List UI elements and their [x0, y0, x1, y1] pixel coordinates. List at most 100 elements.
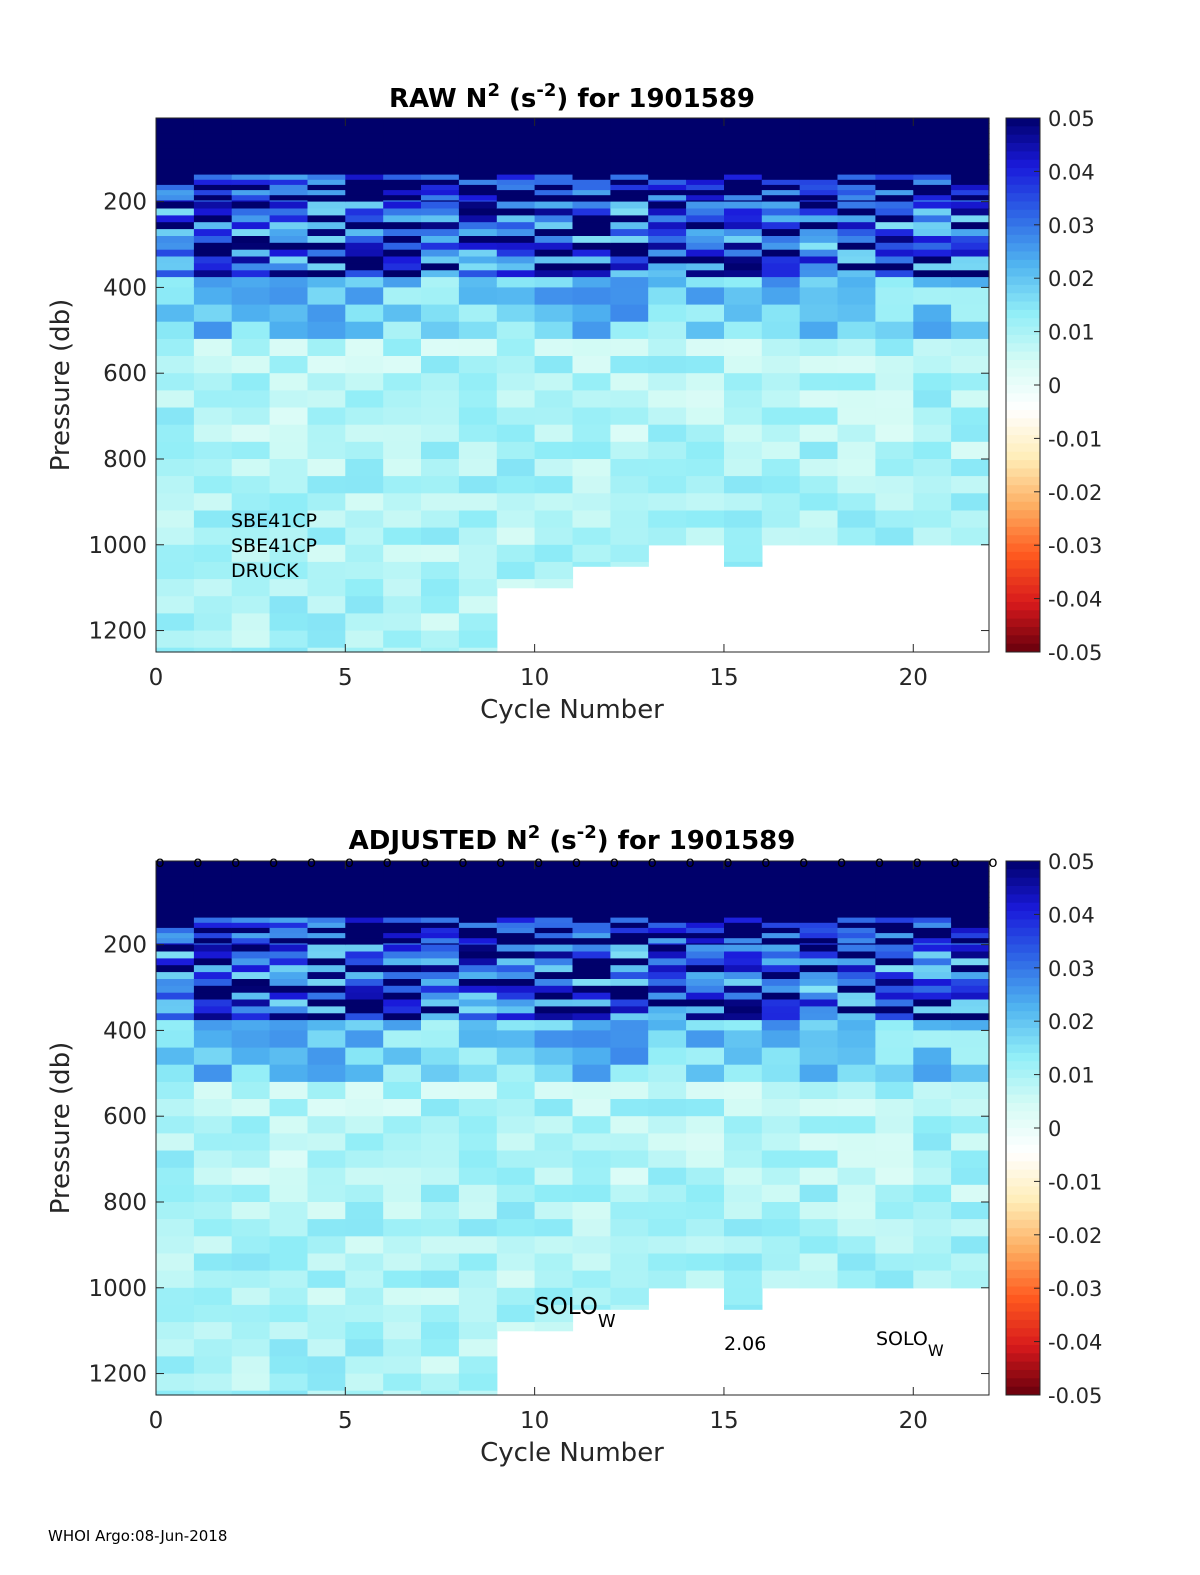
- heatmap-cell: [193, 1304, 233, 1323]
- heatmap-cell: [421, 999, 460, 1007]
- heatmap-cell: [572, 208, 611, 216]
- heatmap-cell: [951, 1020, 990, 1028]
- heatmap-cell: [345, 249, 384, 258]
- heatmap-cell: [345, 1304, 384, 1323]
- heatmap-cell: [875, 886, 914, 893]
- heatmap-cell: [610, 284, 649, 288]
- heatmap-cell: [913, 493, 952, 512]
- heatmap-cell: [345, 459, 384, 477]
- heatmap-cell: [724, 561, 763, 567]
- heatmap-cell: [648, 891, 687, 898]
- heatmap-cell: [761, 270, 801, 278]
- heatmap-cell: [724, 441, 763, 460]
- heatmap-cell: [572, 544, 611, 563]
- heatmap-cell: [572, 174, 611, 181]
- heatmap-cell: [345, 917, 384, 924]
- heatmap-cell: [837, 944, 876, 953]
- colorbar-swatch: [1006, 1094, 1040, 1104]
- heatmap-cell: [496, 459, 536, 477]
- heatmap-cell: [648, 861, 687, 867]
- heatmap-cell: [345, 1020, 384, 1028]
- heatmap-cell: [345, 195, 384, 201]
- heatmap-cell: [610, 201, 649, 210]
- heatmap-cell: [686, 164, 725, 170]
- heatmap-cell: [269, 999, 309, 1007]
- heatmap-cell: [951, 985, 990, 994]
- heatmap-cell: [269, 1270, 309, 1289]
- heatmap-cell: [648, 133, 687, 140]
- heatmap-cell: [156, 1133, 195, 1152]
- heatmap-cell: [875, 1047, 914, 1066]
- colorbar-swatch: [1006, 1069, 1040, 1079]
- heatmap-cell: [269, 1339, 309, 1357]
- heatmap-cell: [837, 174, 876, 181]
- heatmap-cell: [156, 373, 195, 391]
- heatmap-cell: [724, 1184, 763, 1203]
- heatmap-cell: [648, 527, 687, 546]
- heatmap-cell: [724, 881, 763, 888]
- heatmap-cell: [572, 159, 611, 165]
- heatmap-cell: [156, 876, 195, 883]
- heatmap-cell: [799, 200, 839, 203]
- heatmap-cell: [724, 965, 763, 973]
- heatmap-cell: [421, 1013, 460, 1021]
- heatmap-cell: [193, 992, 233, 1001]
- heatmap-cell: [269, 951, 309, 959]
- heatmap-cell: [951, 1013, 990, 1021]
- heatmap-cell: [458, 861, 498, 867]
- heatmap-cell: [610, 143, 649, 150]
- y-tick-label: 1000: [88, 533, 147, 559]
- heatmap-cell: [156, 321, 195, 340]
- heatmap-cell: [761, 459, 801, 477]
- heatmap-cell: [761, 390, 801, 409]
- heatmap-cell: [345, 222, 384, 230]
- heatmap-cell: [761, 159, 801, 165]
- heatmap-cell: [648, 123, 687, 129]
- heatmap-cell: [951, 215, 990, 223]
- heatmap-cell: [345, 979, 384, 987]
- cycle-marker: o: [383, 853, 392, 871]
- heatmap-cell: [383, 1304, 422, 1323]
- heatmap-cell: [383, 249, 422, 258]
- heatmap-cell: [610, 174, 649, 181]
- heatmap-cell: [761, 965, 801, 973]
- heatmap-cell: [799, 133, 839, 140]
- heatmap-cell: [231, 866, 271, 872]
- heatmap-cell: [686, 200, 725, 203]
- heatmap-cell: [231, 630, 271, 649]
- heatmap-cell: [648, 1202, 687, 1220]
- heatmap-cell: [496, 284, 536, 288]
- heatmap-cell: [345, 118, 384, 124]
- heatmap-cell: [686, 999, 725, 1007]
- heatmap-cell: [269, 356, 309, 374]
- heatmap-cell: [724, 1270, 763, 1289]
- heatmap-cell: [496, 1013, 536, 1021]
- heatmap-cell: [572, 1099, 611, 1117]
- heatmap-cell: [496, 242, 536, 251]
- heatmap-cell: [458, 985, 498, 994]
- heatmap-cell: [458, 613, 498, 632]
- heatmap-cell: [156, 907, 195, 913]
- heatmap-cell: [572, 1150, 611, 1169]
- heatmap-cell: [913, 1133, 952, 1152]
- heatmap-cell: [345, 215, 384, 223]
- colorbar-swatch: [1006, 1269, 1040, 1279]
- heatmap-cell: [534, 902, 574, 908]
- heatmap-cell: [496, 510, 536, 529]
- heatmap-cell: [345, 123, 384, 129]
- heatmap-cell: [761, 1081, 801, 1100]
- heatmap-cell: [421, 917, 460, 924]
- heatmap-cell: [686, 881, 725, 888]
- colorbar-swatch: [1006, 184, 1040, 194]
- heatmap-cell: [231, 263, 271, 271]
- heatmap-cell: [156, 871, 195, 877]
- heatmap-cell: [307, 190, 346, 196]
- heatmap-cell: [648, 184, 687, 191]
- heatmap-cell: [421, 195, 460, 201]
- heatmap-cell: [686, 138, 725, 145]
- heatmap-cell: [458, 999, 498, 1007]
- heatmap-cell: [383, 1006, 422, 1014]
- heatmap-cell: [951, 958, 990, 966]
- heatmap-cell: [761, 1006, 801, 1014]
- heatmap-cell: [269, 1304, 309, 1323]
